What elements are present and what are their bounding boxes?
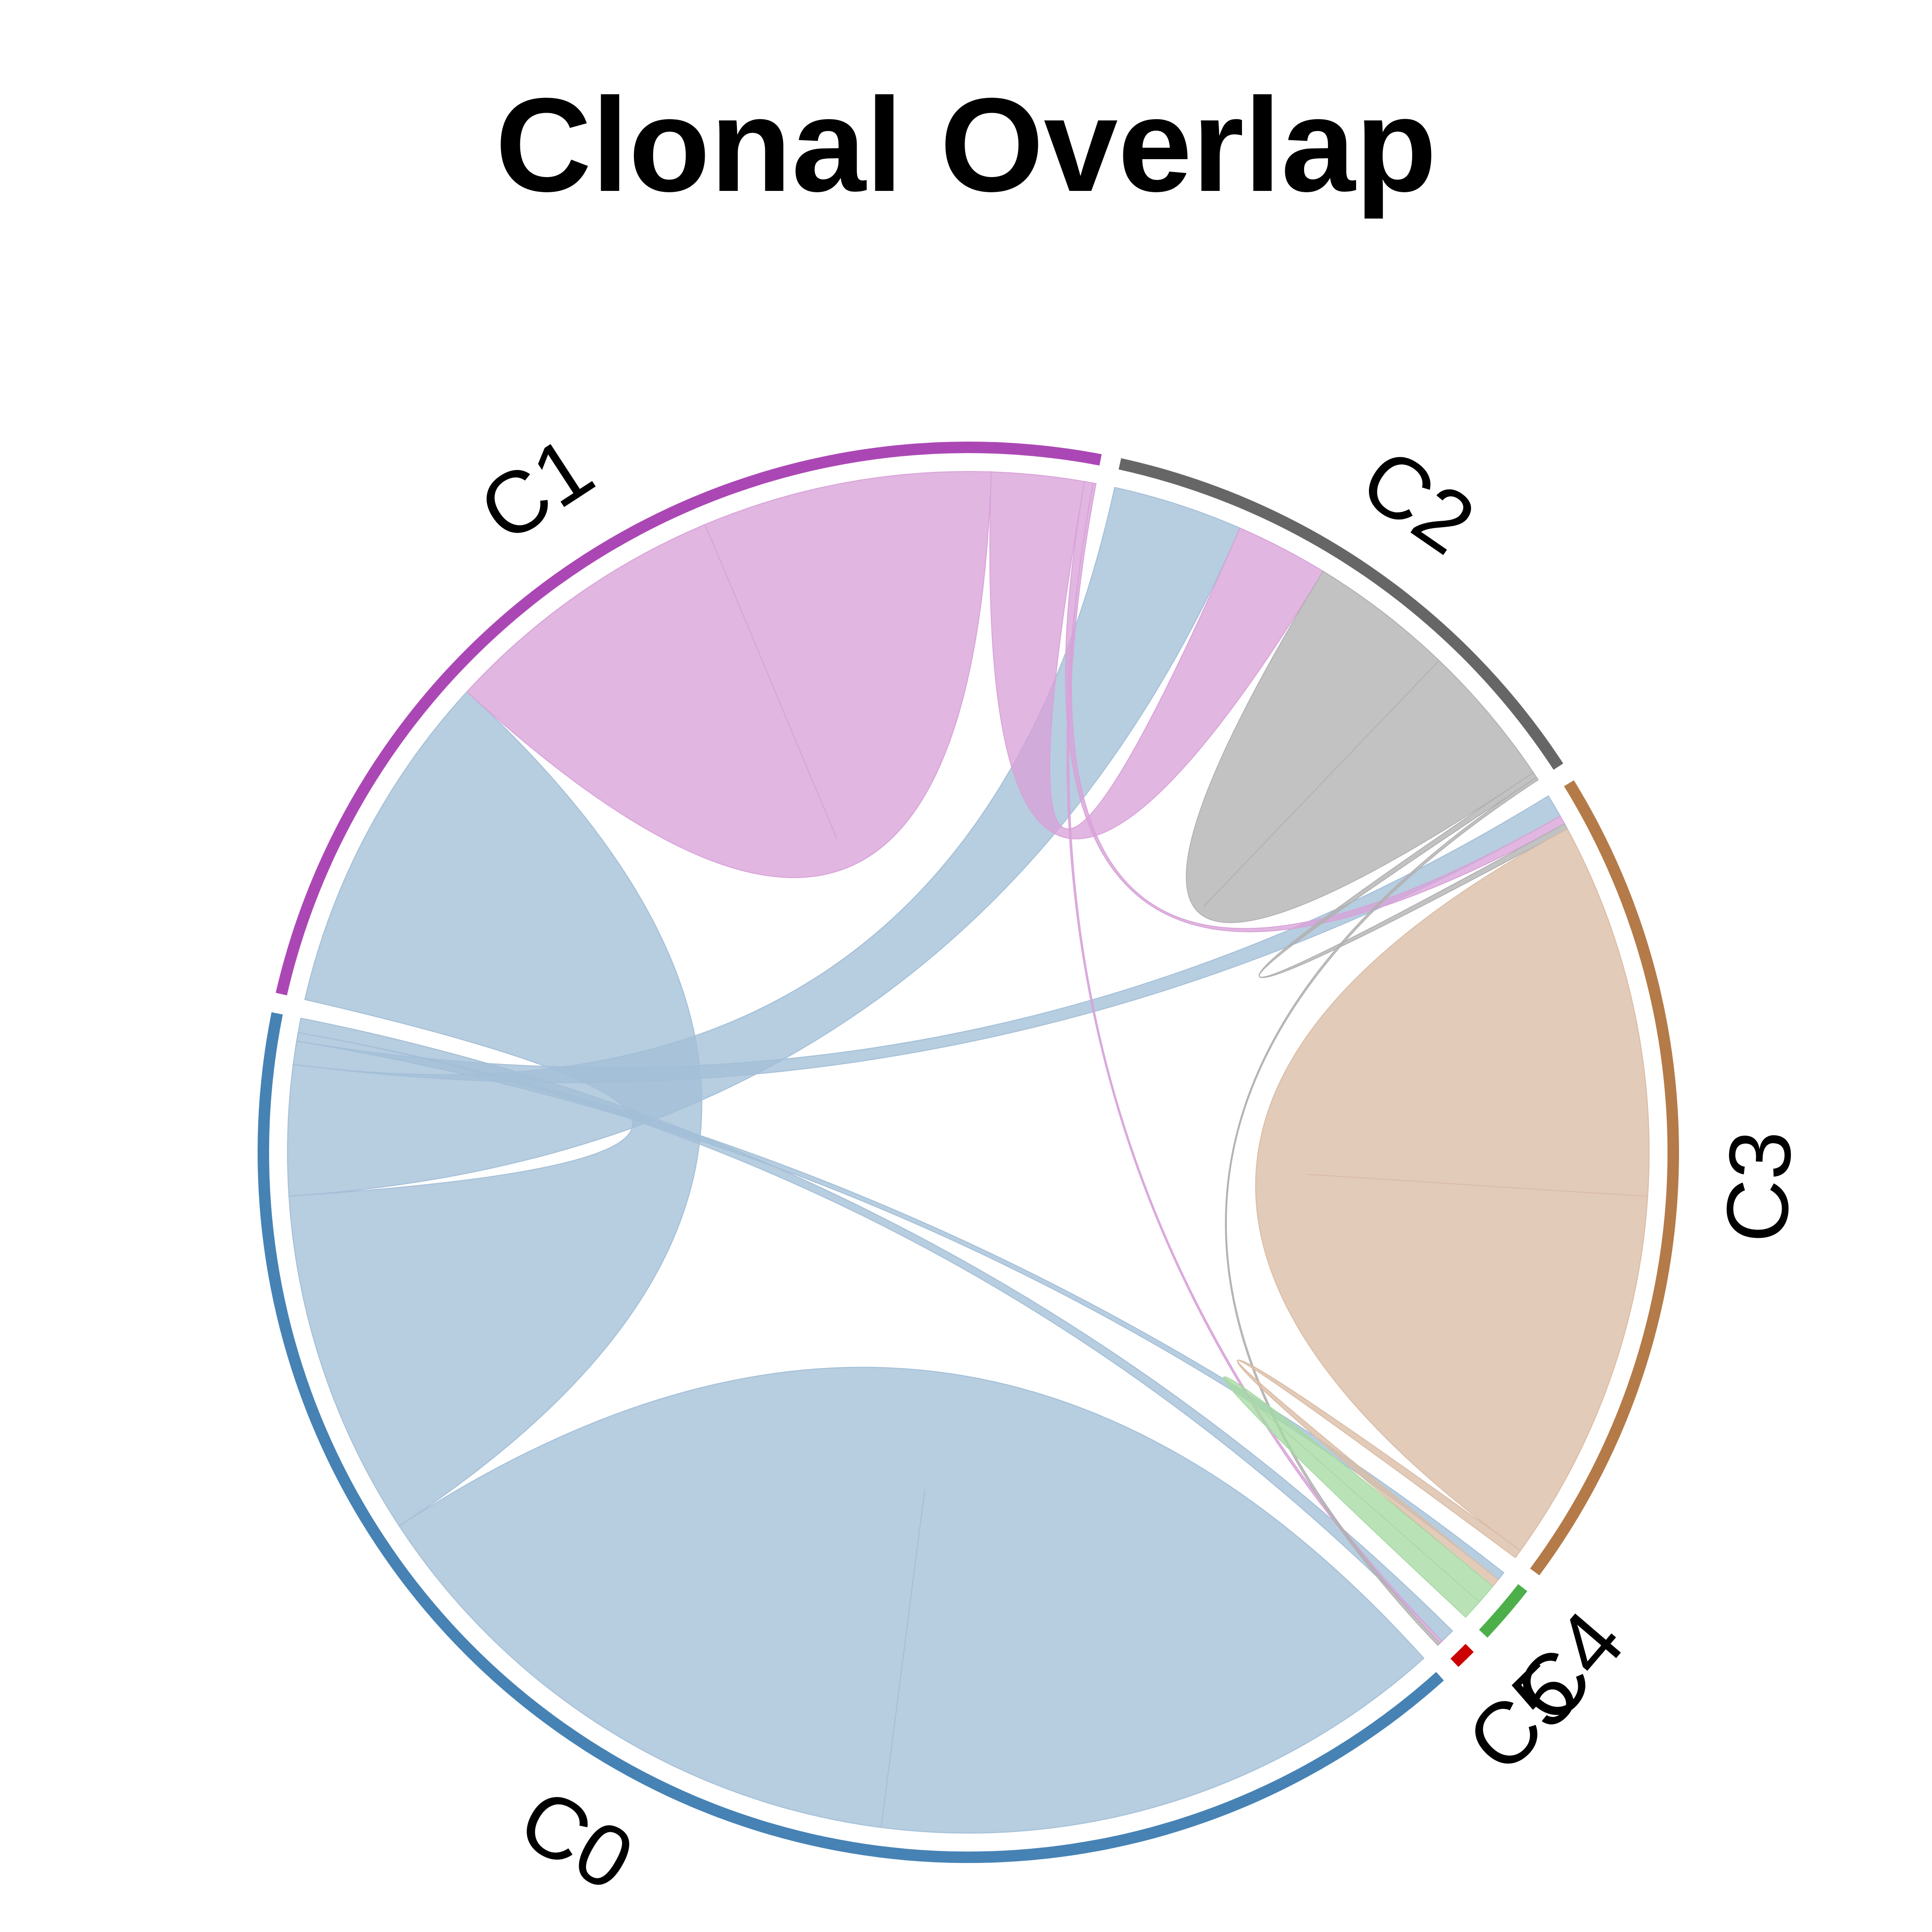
ribbon-c3-c3 — [1255, 828, 1650, 1552]
ribbon-c0-c3 — [293, 795, 1561, 1083]
ribbon-c1-c1 — [466, 471, 992, 878]
sector-arc-c5 — [1450, 1644, 1474, 1667]
sector-label-c0: C0 — [504, 1770, 649, 1909]
ribbon-c1-c2 — [989, 471, 1324, 840]
sectors-layer — [257, 441, 1679, 1863]
ribbons-layer — [287, 471, 1650, 1834]
ribbon-c2-c2 — [1185, 570, 1534, 923]
ribbon-c1-c5 — [1066, 482, 1443, 1644]
sector-label-c1: C1 — [463, 418, 610, 561]
ribbon-c0-c5 — [297, 1018, 1453, 1642]
sector-label-c2: C2 — [1344, 429, 1491, 573]
ribbon-c3-c4 — [1236, 1359, 1521, 1587]
ribbon-c0-c0 — [398, 1367, 1425, 1834]
sector-arc-c4 — [1479, 1584, 1528, 1638]
chart-title: Clonal Overlap — [495, 70, 1437, 220]
ribbon-c2-c5 — [1225, 776, 1539, 1646]
ribbon-c2-c3 — [1259, 772, 1568, 978]
sector-label-c3: C3 — [1708, 1129, 1810, 1245]
sector-arc-c3 — [1530, 780, 1679, 1576]
ribbon-c1-c3 — [1065, 481, 1565, 932]
ribbon-c4-c4 — [1223, 1376, 1494, 1618]
